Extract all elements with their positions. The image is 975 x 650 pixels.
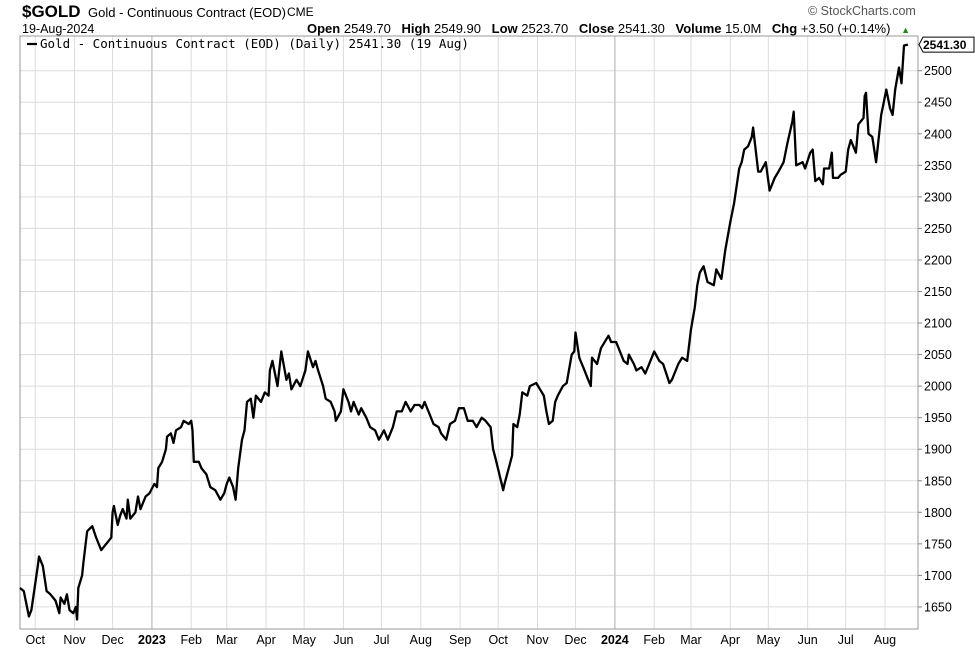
x-tick-label: 2023	[138, 633, 166, 647]
x-tick-label: May	[292, 633, 316, 647]
y-axis: 1650 1700 1750 1800 1850 1900 1950 2000 2050 2100…	[918, 64, 952, 614]
low-label: Low	[491, 21, 518, 36]
x-tick-label: Apr	[721, 633, 740, 647]
x-tick-label: Jul	[838, 633, 854, 647]
x-tick-label: Mar	[216, 633, 238, 647]
y-tick-label: 1950	[924, 411, 952, 425]
y-tick-label: 2400	[924, 127, 952, 141]
up-arrow-icon: ▲	[901, 25, 910, 35]
legend-text: Gold - Continuous Contract (EOD) (Daily)…	[40, 36, 469, 51]
y-tick-label: 2100	[924, 317, 952, 331]
x-tick-label: Apr	[256, 633, 275, 647]
x-tick-label: 2024	[601, 633, 629, 647]
volume-value: 15.0M	[725, 21, 762, 36]
y-tick-label: 2350	[924, 159, 952, 173]
y-tick-label: 2300	[924, 190, 952, 204]
chg-label: Chg	[771, 21, 798, 36]
y-tick-label: 2000	[924, 380, 952, 394]
open-value: 2549.70	[343, 21, 391, 36]
y-tick-label: 2250	[924, 222, 952, 236]
x-tick-label: Oct	[488, 633, 508, 647]
brand-watermark[interactable]: © StockCharts.com	[808, 4, 916, 18]
plot-frame	[19, 35, 919, 630]
x-tick-label: Dec	[101, 633, 123, 647]
low-value: 2523.70	[521, 21, 569, 36]
x-tick-label: Jun	[798, 633, 818, 647]
high-value: 2549.90	[434, 21, 481, 36]
x-tick-label: Aug	[410, 633, 432, 647]
x-tick-label: May	[757, 633, 781, 647]
y-tick-label: 1700	[924, 569, 952, 583]
high-label: High	[401, 21, 431, 36]
y-tick-label: 1850	[924, 474, 952, 488]
y-tick-label: 1800	[924, 506, 952, 520]
last-value-label: 2541.30	[923, 38, 967, 52]
x-tick-label: Nov	[526, 633, 549, 647]
last-value-tag: 2541.30	[918, 36, 975, 53]
y-tick-label: 2050	[924, 348, 952, 362]
legend: Gold - Continuous Contract (EOD) (Daily)…	[27, 36, 469, 51]
x-tick-label: Oct	[25, 633, 45, 647]
date-label: 19-Aug-2024	[22, 22, 95, 36]
close-value: 2541.30	[617, 21, 665, 36]
price-line	[19, 43, 909, 621]
x-tick-label: Jun	[333, 633, 353, 647]
open-label: Open	[307, 21, 341, 36]
x-tick-label: Feb	[180, 633, 202, 647]
grid-lines	[20, 36, 918, 629]
y-tick-label: 2200	[924, 253, 952, 267]
volume-label: Volume	[675, 21, 722, 36]
x-tick-label: Feb	[643, 633, 665, 647]
x-tick-label: Nov	[63, 633, 86, 647]
y-tick-label: 1750	[924, 537, 952, 551]
x-tick-label: Sep	[449, 633, 471, 647]
symbol-label: $GOLD	[22, 2, 81, 21]
chg-value: +3.50 (+0.14%)	[800, 21, 891, 36]
x-tick-label: Dec	[564, 633, 586, 647]
y-tick-label: 1650	[924, 600, 952, 614]
y-tick-label: 1900	[924, 443, 952, 457]
x-axis: Oct Nov Dec 2023 Feb Mar Apr May Jun Jul Aug Sep Oct…	[25, 633, 896, 647]
x-tick-label: Jul	[373, 633, 389, 647]
instrument-name: Gold - Continuous Contract (EOD)	[88, 5, 286, 20]
y-tick-label: 2450	[924, 96, 952, 110]
y-tick-label: 2500	[924, 64, 952, 78]
x-tick-label: Aug	[874, 633, 896, 647]
last-value-box	[918, 36, 975, 53]
x-tick-label: Mar	[680, 633, 702, 647]
ohlc-readout: Open 2549.70 High 2549.90 Low 2523.70 Cl…	[307, 21, 910, 36]
exchange-label: CME	[287, 5, 314, 19]
close-label: Close	[578, 21, 615, 36]
y-tick-label: 2150	[924, 285, 952, 299]
